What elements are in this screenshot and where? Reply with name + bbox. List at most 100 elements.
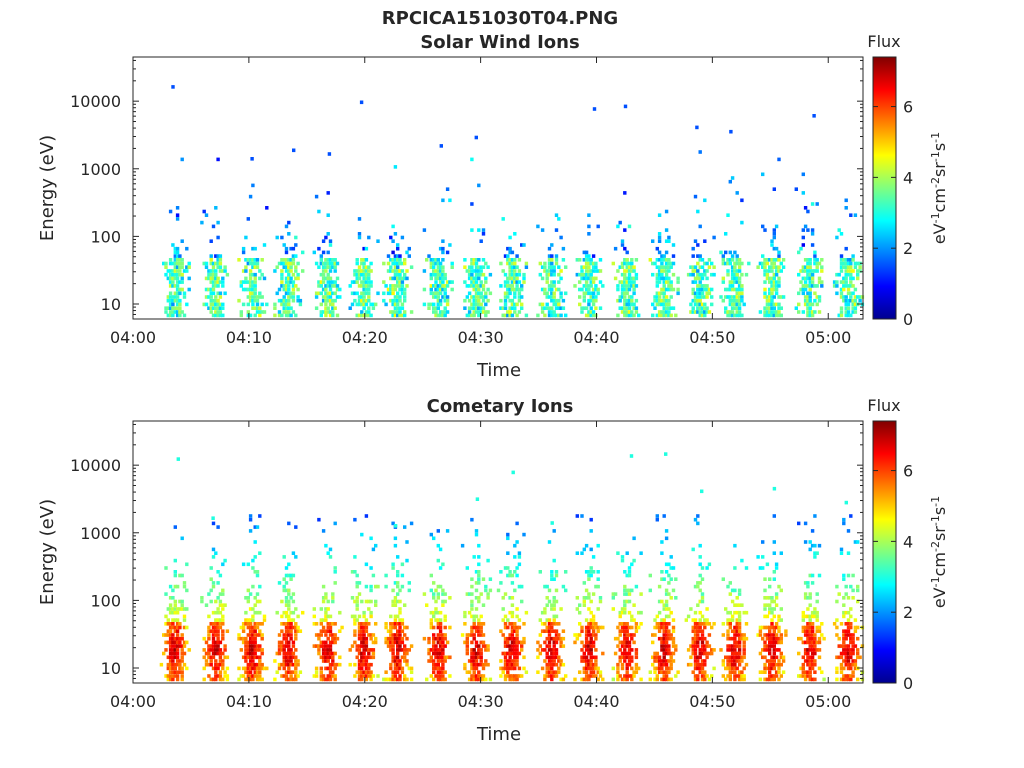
- spectrogram-cell: [273, 677, 277, 682]
- spectrogram-cell: [559, 276, 563, 281]
- spectrogram-cell: [328, 629, 333, 633]
- spectrogram-cell: [547, 540, 552, 544]
- spectrogram-cell: [589, 573, 593, 578]
- spectrogram-cell: [803, 269, 808, 273]
- spectrogram-cell: [596, 224, 600, 229]
- spectrogram-cell: [248, 636, 253, 641]
- spectrogram-cell: [618, 640, 622, 645]
- spectrogram-cell: [510, 265, 515, 269]
- spectrogram-cell: [362, 648, 366, 652]
- spectrogram-cell: [389, 287, 393, 292]
- spectrogram-cell: [721, 577, 725, 581]
- spectrogram-cell: [554, 640, 559, 645]
- spectrogram-cell: [317, 636, 321, 641]
- spectrogram-cell: [594, 584, 598, 589]
- spectrogram-cell: [735, 261, 739, 266]
- spectrogram-cell: [664, 659, 669, 663]
- spectrogram-cell: [839, 670, 844, 674]
- spectrogram-cell: [211, 633, 216, 637]
- spectrogram-cell: [777, 254, 781, 258]
- spectrogram-cell: [620, 629, 625, 633]
- spectrogram-cell: [540, 276, 545, 281]
- spectrogram-cell: [584, 655, 589, 660]
- spectrogram-cell: [744, 610, 749, 615]
- spectrogram-cell: [427, 302, 431, 307]
- spectrogram-cell: [653, 306, 657, 310]
- spectrogram-cell: [620, 610, 625, 615]
- spectrogram-cell: [844, 261, 848, 266]
- spectrogram-cell: [669, 677, 673, 682]
- spectrogram-cell: [432, 269, 436, 273]
- spectrogram-cell: [774, 269, 779, 273]
- spectrogram-cell: [774, 272, 779, 277]
- spectrogram-cell: [763, 655, 767, 660]
- spectrogram-cell: [251, 558, 255, 563]
- spectrogram-cell: [434, 636, 438, 641]
- spectrogram-cell: [851, 310, 855, 314]
- spectrogram-cell: [258, 313, 262, 318]
- spectrogram-cell: [216, 674, 220, 678]
- spectrogram-cell: [728, 618, 732, 622]
- spectrogram-cell: [705, 284, 709, 288]
- spectrogram-cell: [589, 622, 593, 626]
- spectrogram-cell: [737, 276, 742, 281]
- spectrogram-cell: [314, 633, 319, 637]
- spectrogram-cell: [445, 655, 450, 660]
- spectrogram-cell: [434, 666, 438, 671]
- spectrogram-cell: [817, 573, 822, 578]
- spectrogram-cell: [369, 280, 373, 284]
- spectrogram-cell: [436, 261, 440, 266]
- spectrogram-cell: [623, 298, 627, 303]
- spectrogram-cell: [328, 677, 333, 682]
- spectrogram-cell: [477, 298, 481, 303]
- spectrogram-cell: [436, 648, 440, 652]
- spectrogram-cell: [510, 276, 515, 281]
- spectrogram-cell: [726, 310, 730, 314]
- spectrogram-cell: [171, 588, 175, 593]
- spectrogram-cell: [765, 677, 770, 682]
- spectrogram-cell: [808, 596, 812, 600]
- spectrogram-cell: [294, 662, 298, 667]
- spectrogram-cell: [550, 636, 554, 641]
- spectrogram-cell: [774, 674, 779, 678]
- spectrogram-cell: [730, 310, 735, 314]
- spectrogram-cell: [391, 651, 395, 656]
- spectrogram-cell: [258, 677, 262, 682]
- spectrogram-cell: [584, 261, 589, 266]
- spectrogram-cell: [768, 280, 772, 284]
- spectrogram-cell: [319, 272, 323, 277]
- spectrogram-cell: [214, 284, 218, 288]
- spectrogram-cell: [777, 306, 781, 310]
- spectrogram-cell: [255, 644, 260, 648]
- spectrogram-cell: [499, 674, 503, 678]
- spectrogram-cell: [655, 625, 659, 630]
- spectrogram-cell: [703, 302, 707, 307]
- spectrogram-cell: [550, 265, 554, 269]
- spectrogram-cell: [664, 599, 669, 604]
- spectrogram-cell: [844, 310, 848, 314]
- spectrogram-cell: [584, 258, 589, 262]
- spectrogram-cell: [584, 640, 589, 645]
- spectrogram-cell: [705, 269, 709, 273]
- spectrogram-cell: [691, 640, 695, 645]
- spectrogram-cell: [221, 276, 225, 281]
- spectrogram-cell: [175, 250, 180, 255]
- spectrogram-cell: [774, 592, 779, 596]
- spectrogram-cell: [839, 313, 844, 318]
- spectrogram-cell: [273, 313, 277, 318]
- spectrogram-cell: [374, 636, 378, 641]
- spectrogram-cell: [168, 633, 173, 637]
- spectrogram-cell: [291, 662, 296, 667]
- spectrogram-cell: [357, 269, 362, 273]
- spectrogram-cell: [851, 651, 855, 656]
- spectrogram-cell: [294, 674, 298, 678]
- spectrogram-cell: [733, 250, 737, 255]
- spectrogram-cell: [728, 648, 732, 652]
- spectrogram-cell: [627, 655, 632, 660]
- spectrogram-cell: [763, 644, 767, 648]
- spectrogram-cells: [162, 85, 865, 318]
- spectrogram-cell: [436, 298, 440, 303]
- spectrogram-cell: [214, 662, 218, 667]
- spectrogram-cell: [703, 261, 707, 266]
- spectrogram-cell: [508, 298, 512, 303]
